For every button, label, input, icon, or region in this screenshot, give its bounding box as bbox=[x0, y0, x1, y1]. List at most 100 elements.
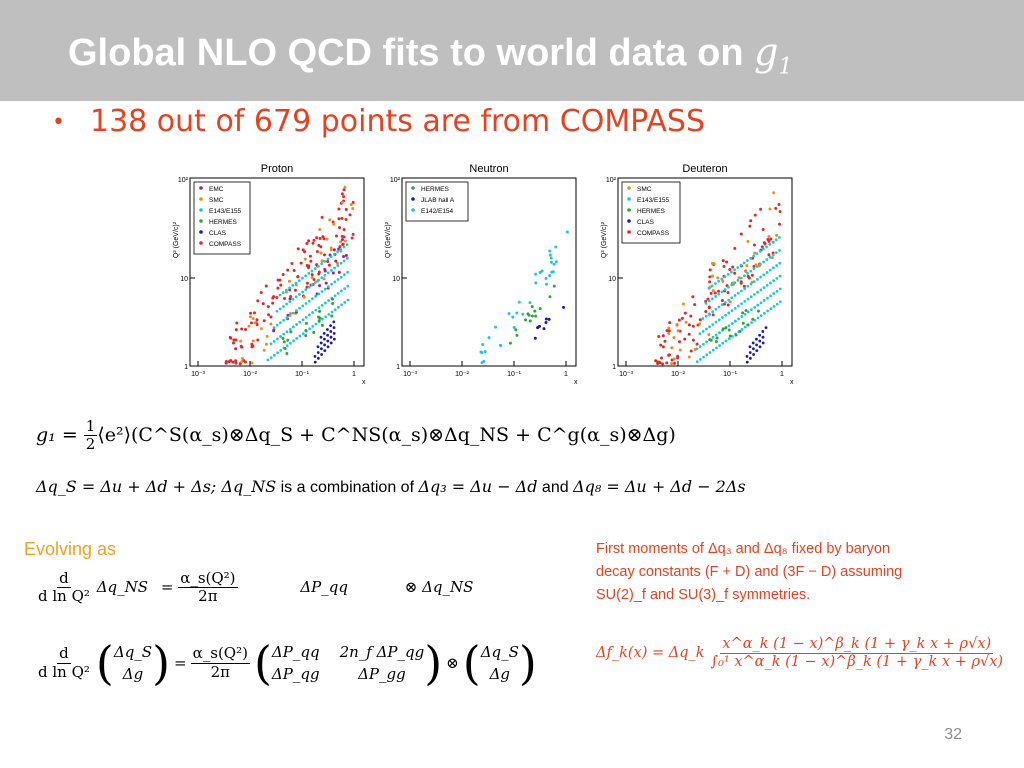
data-point bbox=[667, 332, 671, 336]
data-point bbox=[318, 309, 322, 313]
data-point bbox=[748, 224, 752, 228]
data-point bbox=[708, 275, 712, 279]
legend-marker bbox=[199, 241, 203, 245]
data-point bbox=[301, 318, 305, 322]
data-point bbox=[683, 337, 687, 341]
data-point bbox=[759, 262, 762, 266]
data-point bbox=[771, 240, 775, 244]
data-point bbox=[705, 327, 708, 331]
data-point bbox=[673, 361, 677, 365]
data-point bbox=[499, 344, 503, 348]
data-point bbox=[320, 347, 323, 351]
data-point bbox=[733, 294, 737, 297]
data-point bbox=[734, 333, 738, 337]
data-point bbox=[239, 339, 243, 343]
y-axis-label: Q² (GeV/c)² bbox=[601, 221, 608, 258]
data-point bbox=[698, 345, 702, 348]
data-point bbox=[324, 281, 328, 285]
data-point bbox=[737, 317, 740, 321]
data-point bbox=[333, 308, 337, 311]
data-point bbox=[288, 300, 292, 304]
data-point bbox=[670, 346, 674, 350]
data-point bbox=[345, 243, 349, 246]
data-point bbox=[736, 266, 740, 269]
data-point bbox=[346, 298, 350, 302]
data-point bbox=[547, 317, 551, 321]
data-point bbox=[778, 287, 782, 291]
data-point bbox=[255, 318, 259, 322]
legend-marker bbox=[627, 230, 631, 234]
data-point bbox=[536, 326, 540, 330]
data-point bbox=[544, 276, 548, 280]
data-point bbox=[698, 322, 702, 326]
data-point bbox=[290, 262, 294, 266]
data-point bbox=[665, 329, 669, 333]
data-point bbox=[746, 272, 749, 275]
legend-marker bbox=[627, 208, 631, 212]
data-point bbox=[677, 318, 681, 322]
data-point bbox=[707, 305, 711, 309]
data-point bbox=[771, 253, 775, 257]
data-point bbox=[740, 328, 744, 331]
data-point bbox=[298, 334, 302, 338]
data-point bbox=[259, 327, 263, 331]
data-point bbox=[668, 321, 672, 325]
data-point bbox=[739, 281, 743, 285]
data-point bbox=[340, 192, 344, 196]
data-point bbox=[657, 360, 661, 364]
data-point bbox=[320, 303, 324, 307]
legend-entry: HERMES bbox=[209, 219, 237, 226]
y-tick-label: 10² bbox=[178, 177, 189, 184]
data-point bbox=[544, 282, 548, 286]
data-point bbox=[329, 246, 333, 250]
data-point bbox=[234, 347, 238, 351]
legend-entry: HERMES bbox=[637, 208, 665, 215]
data-point bbox=[343, 273, 346, 277]
legend-marker bbox=[411, 197, 415, 201]
data-point bbox=[720, 277, 724, 281]
legend-entry: SMC bbox=[209, 197, 224, 204]
data-point bbox=[273, 353, 276, 357]
data-point bbox=[708, 280, 712, 284]
data-point bbox=[304, 329, 308, 333]
legend-marker bbox=[199, 219, 203, 223]
data-point bbox=[296, 247, 300, 251]
plot-title: Deuteron bbox=[682, 163, 727, 175]
data-point bbox=[721, 279, 725, 283]
data-point bbox=[314, 322, 318, 326]
data-point bbox=[550, 270, 554, 274]
data-point bbox=[772, 292, 776, 295]
data-point bbox=[753, 213, 757, 217]
data-point bbox=[772, 266, 775, 270]
data-point bbox=[322, 253, 326, 257]
data-point bbox=[329, 324, 332, 328]
data-point bbox=[288, 297, 292, 301]
data-point bbox=[695, 347, 699, 351]
data-point bbox=[316, 345, 320, 349]
data-point bbox=[745, 355, 749, 358]
data-point bbox=[548, 274, 552, 278]
data-point bbox=[717, 279, 720, 283]
data-point bbox=[308, 254, 312, 258]
data-point bbox=[281, 272, 285, 276]
data-point bbox=[724, 300, 727, 304]
data-point bbox=[708, 312, 711, 316]
data-point bbox=[742, 261, 746, 265]
data-point bbox=[250, 361, 254, 365]
data-point bbox=[343, 239, 347, 243]
legend-entry: SMC bbox=[637, 186, 652, 193]
data-point bbox=[341, 242, 345, 246]
data-point bbox=[752, 267, 756, 271]
data-point bbox=[229, 336, 233, 340]
data-point bbox=[672, 336, 676, 340]
data-point bbox=[324, 315, 327, 319]
data-point bbox=[768, 255, 772, 259]
data-point bbox=[264, 342, 268, 346]
data-point bbox=[762, 247, 765, 251]
data-point bbox=[712, 262, 716, 266]
data-point bbox=[346, 284, 350, 288]
data-point bbox=[235, 321, 239, 325]
data-point bbox=[704, 310, 708, 314]
data-point bbox=[772, 191, 776, 195]
